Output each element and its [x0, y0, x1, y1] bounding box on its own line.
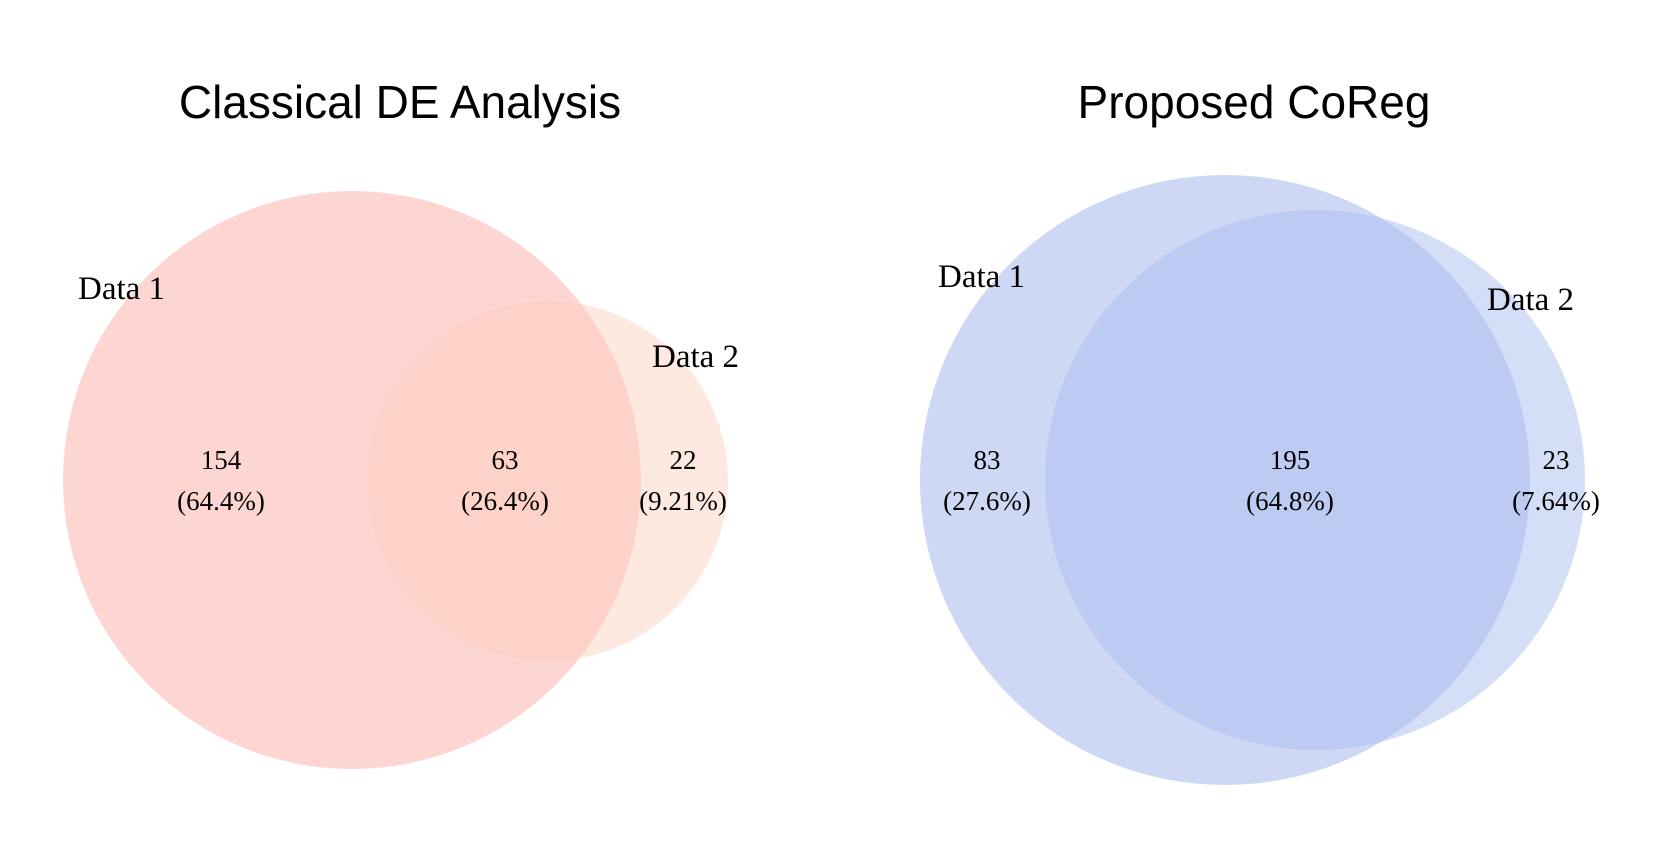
diagram-title: Classical DE Analysis [179, 76, 621, 128]
region-percent-data2-only: (9.21%) [639, 486, 727, 516]
set-label-data2: Data 2 [652, 339, 739, 375]
region-count-data1-only: 154 [201, 445, 242, 475]
region-count-data2-only: 23 [1543, 445, 1570, 475]
set-label-data1: Data 1 [938, 259, 1025, 295]
region-percent-overlap: (26.4%) [461, 486, 549, 516]
region-percent-overlap: (64.8%) [1246, 486, 1334, 516]
venn-diagram-coreg: Proposed CoReg Data 1 Data 2 83 (27.6%) … [920, 76, 1600, 785]
set-circle-data1 [63, 191, 641, 769]
region-count-data1-only: 83 [974, 445, 1001, 475]
set-circle-data2 [1045, 210, 1585, 750]
set-label-data2: Data 2 [1487, 282, 1574, 318]
venn-diagram-classical: Classical DE Analysis Data 1 Data 2 154 … [63, 76, 739, 769]
region-count-overlap: 195 [1270, 445, 1311, 475]
set-circle-data2 [368, 301, 728, 661]
diagram-title: Proposed CoReg [1078, 76, 1431, 128]
region-count-overlap: 63 [492, 445, 519, 475]
region-percent-data2-only: (7.64%) [1512, 486, 1600, 516]
region-percent-data1-only: (27.6%) [943, 486, 1031, 516]
set-label-data1: Data 1 [78, 271, 165, 307]
region-percent-data1-only: (64.4%) [177, 486, 265, 516]
region-count-data2-only: 22 [670, 445, 697, 475]
